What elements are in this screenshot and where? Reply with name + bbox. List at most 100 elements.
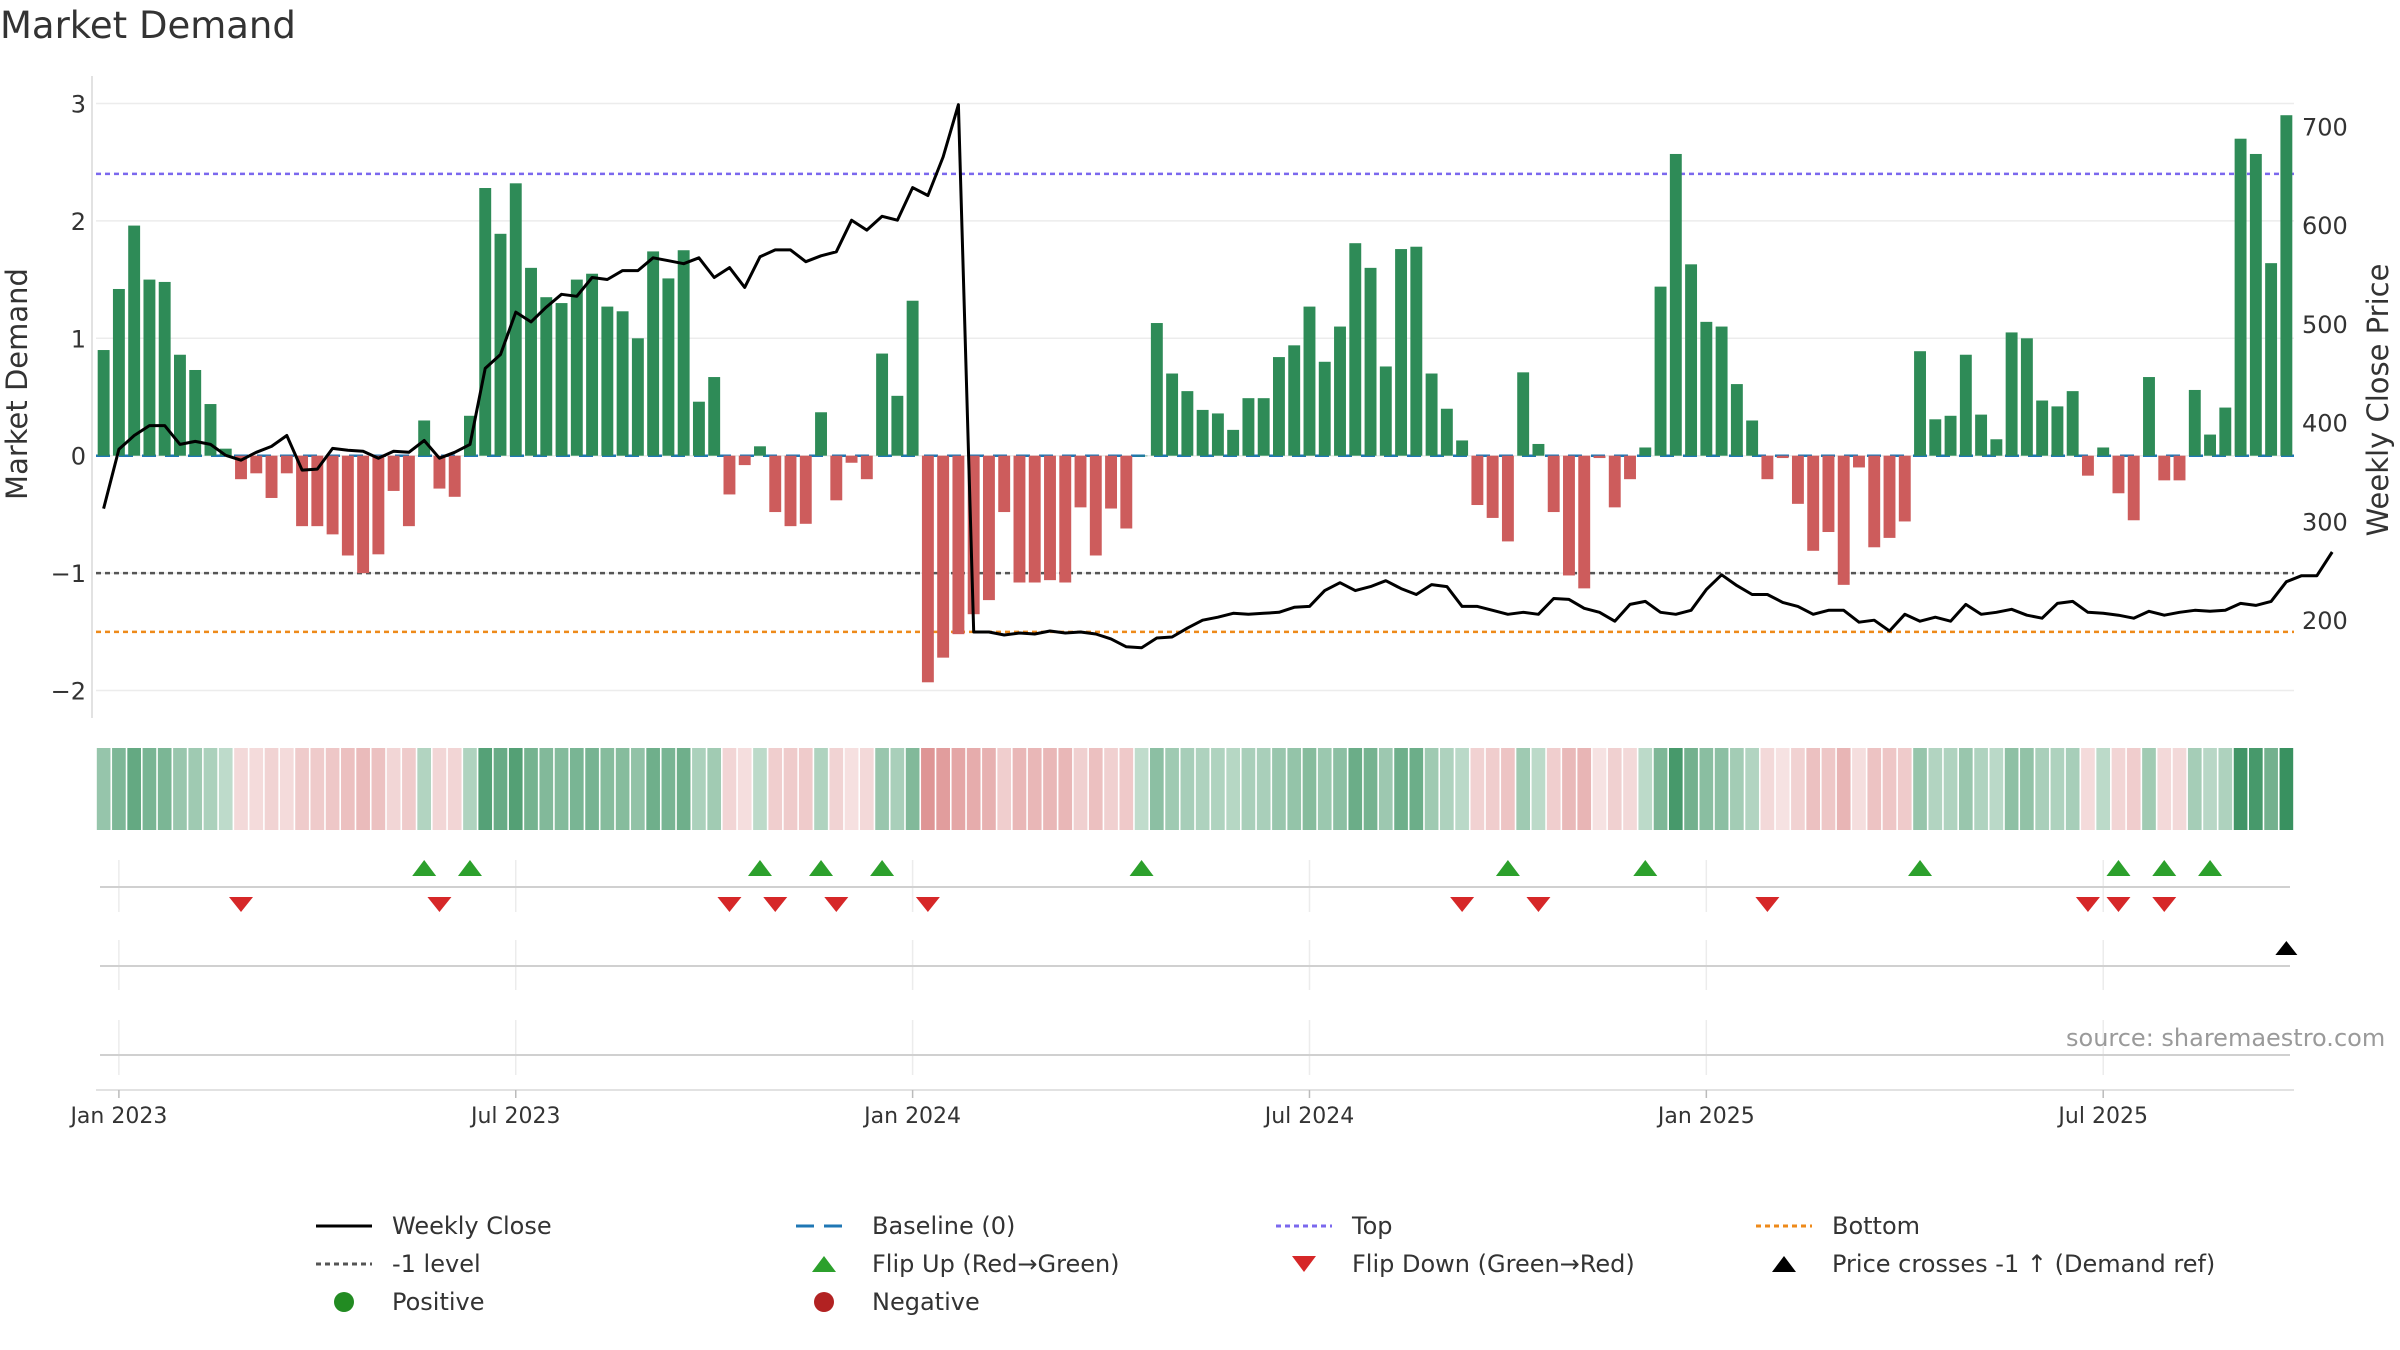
heat-cell xyxy=(1913,748,1927,830)
heat-cell xyxy=(2050,748,2065,830)
flip-down-marker xyxy=(915,897,940,912)
demand-bar xyxy=(1547,455,1560,513)
heat-cell xyxy=(2157,748,2172,830)
demand-bar xyxy=(1150,323,1163,456)
demand-bar xyxy=(2112,455,2125,494)
demand-bar xyxy=(1883,455,1896,538)
demand-bar xyxy=(2127,455,2140,521)
y2-axis-label: Weekly Close Price xyxy=(2361,264,2395,537)
y2-tick-label: 600 xyxy=(2302,212,2348,240)
heat-cell xyxy=(1272,748,1286,830)
flip-up-marker xyxy=(1129,860,1154,876)
chart-title: Market Demand xyxy=(0,4,296,47)
heat-cell xyxy=(1974,748,1988,830)
flip-down-marker xyxy=(427,897,452,912)
heat-cell xyxy=(1333,748,1347,830)
heat-cell xyxy=(1775,748,1790,830)
demand-bar xyxy=(1227,429,1240,456)
demand-bar xyxy=(1120,455,1133,529)
demand-bar xyxy=(2204,434,2217,456)
heat-cell xyxy=(218,748,233,830)
y-axis-label: Market Demand xyxy=(0,268,34,500)
demand-bar xyxy=(723,455,736,495)
heat-cell xyxy=(112,748,126,830)
demand-bar xyxy=(631,338,644,456)
heat-cell xyxy=(1363,748,1378,830)
heat-cell xyxy=(188,748,203,830)
heat-cell xyxy=(1256,748,1271,830)
heat-cell xyxy=(1409,748,1424,830)
weekly-close-path xyxy=(102,103,2334,650)
demand-bar xyxy=(1685,264,1698,456)
x-tick-label: Jan 2025 xyxy=(1656,1104,1755,1129)
dotted-line-icon xyxy=(1276,1224,1332,1228)
demand-bar xyxy=(815,412,827,456)
demand-bar xyxy=(1746,420,1759,456)
legend-item-price-cross: Price crosses -1 ↑ (Demand ref) xyxy=(1754,1250,2215,1278)
demand-bar xyxy=(1334,326,1346,456)
demand-bar xyxy=(1349,243,1362,456)
demand-bar xyxy=(189,369,202,456)
demand-bar xyxy=(708,377,721,456)
heat-cell xyxy=(1714,748,1729,830)
demand-bar xyxy=(799,455,812,524)
demand-bar xyxy=(1211,413,1224,456)
flip-up-marker xyxy=(1633,860,1658,876)
heat-cell xyxy=(1165,748,1179,830)
heat-cell xyxy=(1699,748,1714,830)
y-tick-label: 0 xyxy=(71,443,86,471)
demand-bar xyxy=(1257,398,1270,456)
heat-cell xyxy=(203,748,218,830)
demand-bar xyxy=(1929,419,1942,456)
heat-cell xyxy=(493,748,508,830)
heat-cell xyxy=(1378,748,1393,830)
heat-cell xyxy=(1073,748,1088,830)
demand-bar xyxy=(311,455,324,527)
heat-cell xyxy=(1607,748,1622,830)
demand-bar xyxy=(1776,455,1789,459)
y2-tick-label: 200 xyxy=(2302,607,2348,635)
heat-cell xyxy=(386,748,401,830)
heat-cell xyxy=(447,748,462,830)
heat-cell xyxy=(2020,748,2034,830)
heat-cell xyxy=(814,748,828,830)
demand-bar xyxy=(1898,455,1911,522)
heat-cell xyxy=(371,748,386,830)
legend-label: Negative xyxy=(872,1288,980,1316)
flip-down-marker xyxy=(2106,897,2131,912)
heat-cell xyxy=(615,748,630,830)
triangle-up-icon xyxy=(1772,1256,1796,1272)
demand-bar xyxy=(1944,415,1957,456)
demand-bar xyxy=(891,395,904,456)
legend-item-minus-one: -1 level xyxy=(314,1250,481,1278)
heat-cell xyxy=(2081,748,2095,830)
heat-cell xyxy=(356,748,370,830)
demand-bar xyxy=(830,455,843,501)
heat-cell xyxy=(1928,748,1943,830)
demand-bar xyxy=(1074,455,1087,508)
demand-bar xyxy=(402,455,415,527)
heat-cell xyxy=(569,748,584,830)
demand-bar xyxy=(876,353,889,456)
heat-cell xyxy=(127,748,141,830)
demand-bar xyxy=(1196,409,1209,456)
heat-cell xyxy=(417,748,432,830)
demand-bar xyxy=(296,455,309,527)
heat-cell xyxy=(402,748,416,830)
x-tick-label: Jan 2024 xyxy=(862,1104,961,1129)
heat-cell xyxy=(966,748,981,830)
demand-bar xyxy=(769,455,782,513)
demand-bar xyxy=(540,297,553,456)
heat-cell xyxy=(463,748,477,830)
demand-bar xyxy=(1181,391,1194,456)
x-tick-label: Jan 2023 xyxy=(68,1104,167,1129)
flip-down-marker xyxy=(2075,897,2100,912)
heat-cell xyxy=(646,748,660,830)
demand-bar xyxy=(1715,326,1728,456)
heat-cell xyxy=(1180,748,1195,830)
legend-item-flip-down: Flip Down (Green→Red) xyxy=(1274,1250,1635,1278)
demand-bar xyxy=(1379,366,1392,456)
legend-label: Baseline (0) xyxy=(872,1212,1016,1240)
source-credit: source: sharemaestro.com xyxy=(2066,1024,2386,1052)
